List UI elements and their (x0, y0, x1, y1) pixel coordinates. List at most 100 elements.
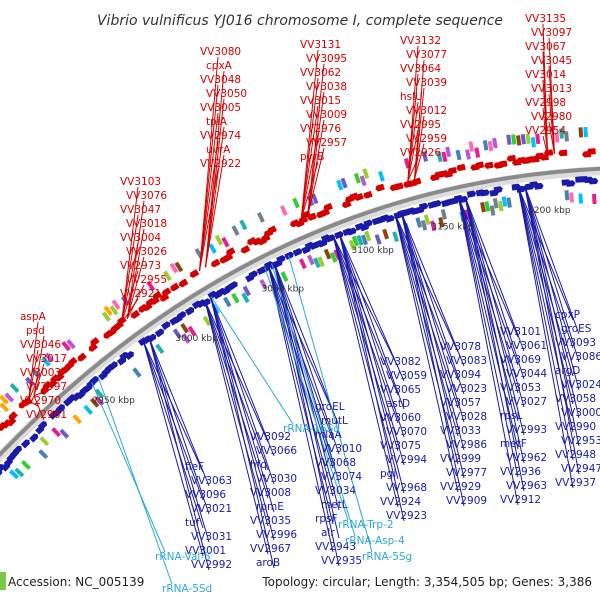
forward-gene-arrow (363, 190, 373, 199)
leader-line (271, 263, 356, 537)
forward-gene-label: VV2959 (406, 133, 447, 145)
leader-line (338, 233, 405, 466)
leader-line (267, 264, 334, 413)
leader-line (524, 185, 580, 475)
kbp-ticks: 2950 kbp 3000 kbp 3050 kbp 3100 kbp 3150 kbp… (92, 206, 570, 406)
leader-line (524, 185, 580, 363)
leader-line (517, 186, 574, 349)
forward-gene-label: VV3018 (126, 218, 167, 230)
reverse-gene-label: argD (555, 365, 580, 377)
cog-feature-block (501, 196, 508, 207)
cog-feature-block (489, 205, 496, 216)
reverse-gene-arrow (589, 178, 599, 185)
leader-line (400, 212, 465, 423)
cog-feature-block (172, 328, 182, 339)
reverse-gene-label: VV3068 (315, 457, 356, 469)
cog-feature-block (474, 147, 481, 158)
reverse-gene-label: pgi (380, 468, 396, 480)
leader-line (33, 335, 45, 396)
reverse-gene-arrow (432, 200, 442, 208)
leader-line (148, 337, 210, 571)
cog-feature-block (169, 262, 179, 274)
reverse-gene-label: VV3000 (561, 407, 600, 419)
reverse-gene-label: VV2912 (500, 494, 541, 506)
reverse-gene-label: VV2909 (446, 495, 487, 507)
leader-line (400, 212, 465, 395)
forward-gene-arrow (153, 290, 163, 300)
cog-feature-block (132, 367, 142, 378)
leader-line (332, 235, 399, 452)
leader-line (28, 377, 39, 402)
reverse-gene-label: VV3033 (440, 425, 481, 437)
cog-feature-block (222, 296, 232, 308)
leader-line (199, 112, 219, 271)
leader-line (400, 212, 465, 451)
leader-line (300, 77, 319, 219)
legend-swatch (0, 572, 6, 590)
leader-line (204, 300, 269, 443)
cog-feature-block (340, 177, 348, 189)
leader-line (524, 185, 580, 335)
forward-gene-label: VV2922 (200, 158, 241, 170)
cog-feature-block (421, 151, 429, 162)
reverse-gene-label: mlaA (315, 429, 343, 441)
reverse-gene-label: VV3024 (561, 379, 600, 391)
forward-gene-arrow (456, 163, 466, 172)
cog-feature-block (221, 236, 230, 248)
reverse-gene-label: VV3066 (256, 445, 297, 457)
reverse-gene-label: aroB (256, 557, 280, 569)
leader-line (267, 265, 334, 553)
leader-line (458, 197, 519, 422)
leader-line (407, 73, 419, 182)
forward-gene-label: VV2973 (120, 260, 161, 272)
leader-line (517, 186, 574, 461)
forward-gene-label: VV3050 (206, 88, 247, 100)
forward-gene-arrow (498, 160, 508, 168)
reverse-gene-arrow (248, 270, 258, 279)
forward-gene-arrow (240, 245, 251, 254)
cog-feature-block (487, 140, 494, 152)
reverse-gene-label: VV2948 (555, 449, 596, 461)
leader-line (204, 126, 225, 268)
leader-line (524, 185, 580, 447)
forward-gene-arrow (558, 149, 568, 157)
cog-feature-block (24, 376, 35, 387)
cog-feature-block (109, 305, 119, 316)
leader-line (400, 212, 465, 479)
reverse-gene-arrow (37, 421, 48, 431)
forward-gene-label: VV2954 (525, 125, 566, 137)
cog-feature-block (564, 190, 570, 201)
leader-line (28, 349, 39, 401)
leader-line (28, 321, 39, 401)
reverse-gene-label: VV3008 (250, 487, 291, 499)
cog-feature-block (231, 292, 240, 304)
forward-gene-arrow (586, 148, 596, 155)
cog-feature-block (231, 225, 240, 236)
label-leader-lines (28, 23, 580, 585)
cog-feature-block (66, 339, 76, 350)
leader-line (413, 143, 425, 180)
cog-feature-block (9, 383, 20, 394)
leader-line (400, 212, 465, 507)
reverse-gene-label: groES (561, 323, 592, 335)
cog-feature-block (569, 192, 574, 203)
forward-gene-label: VV3131 (300, 39, 341, 51)
cog-feature-block (174, 261, 184, 273)
kbp-tick-label: 3150 kbp (431, 223, 474, 233)
forward-gene-label: aspA (20, 311, 47, 323)
cog-feature-block (21, 460, 31, 470)
leader-line (33, 363, 45, 396)
cog-feature-block (72, 414, 83, 425)
reverse-gene-label: rpsF (315, 513, 338, 525)
forward-gene-arrow (375, 183, 385, 192)
forward-gene-label: VV3003 (20, 367, 61, 379)
forward-gene-arrow (131, 309, 141, 319)
leader-line (338, 233, 405, 438)
forward-gene-arrow (88, 342, 98, 352)
cog-feature-block (484, 201, 491, 212)
leader-line (273, 262, 340, 483)
leader-line (267, 264, 334, 469)
forward-gene-label: VV3015 (300, 95, 341, 107)
cog-feature-block (559, 128, 564, 139)
leader-line (126, 200, 145, 319)
